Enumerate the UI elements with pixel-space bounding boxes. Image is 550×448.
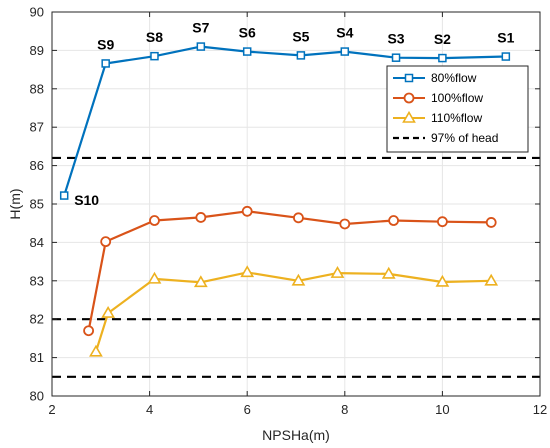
point-label-s10: S10 [74,192,99,208]
square-marker [101,59,110,68]
point-label-s6: S6 [239,25,256,41]
y-tick-label: 82 [30,312,44,327]
triangle-marker [193,275,208,288]
point-label-s9: S9 [97,36,114,52]
circle-marker [293,212,304,224]
triangle-marker [402,110,416,123]
triangle-marker [484,273,499,286]
point-label-s1: S1 [497,30,514,46]
triangle-marker [435,274,450,287]
square-marker [296,51,306,60]
x-tick-label: 4 [146,402,153,417]
y-tick-label: 90 [30,5,44,20]
circle-marker [83,325,94,337]
y-tick-label: 81 [30,350,44,365]
point-label-s3: S3 [387,31,404,47]
legend-label: 100%flow [431,91,483,105]
x-tick-label: 2 [48,402,55,417]
y-tick-label: 89 [30,43,44,58]
square-marker [404,73,414,83]
circle-marker [403,92,415,104]
triangle-marker [240,265,255,278]
square-marker [150,51,159,61]
legend-entry: 100%flow [393,91,483,105]
series-110-flow [89,265,499,357]
circle-marker [149,215,160,226]
axis-ticks: 2 4 6 8 10 12 80 81 82 83 84 85 86 87 88 89 90 [30,5,548,418]
y-tick-label: 83 [30,273,44,288]
series-line [94,271,492,353]
series-80-flow [59,42,511,200]
point-annotations: S10 S9 S8 S7 S6 S5 S4 S3 S2 S1 [74,20,514,208]
circle-marker [195,212,207,223]
triangle-marker [330,266,345,278]
circle-marker [100,236,112,248]
legend-label: 97% of head [431,131,498,145]
reference-lines [52,156,540,378]
point-label-s4: S4 [336,25,353,41]
circle-marker [241,205,253,217]
x-tick-label: 10 [435,402,449,417]
triangle-marker [101,305,116,318]
series-100-flow [83,205,497,337]
legend-entry: 110%flow [393,110,482,125]
legend-label: 110%flow [431,111,482,125]
y-tick-label: 87 [30,120,44,135]
y-tick-label: 88 [30,81,44,96]
circle-marker [436,216,448,228]
circle-marker [339,218,351,230]
y-tick-label: 86 [30,158,44,173]
x-tick-label: 6 [244,402,251,417]
y-tick-label: 85 [30,197,44,212]
legend: 80%flow 100%flow 110%flow 97% of head [386,65,529,153]
triangle-marker [291,273,306,286]
series-line [87,210,492,331]
square-marker [340,47,350,56]
square-marker [501,52,511,61]
y-tick-label: 84 [30,235,44,250]
point-label-s7: S7 [192,20,209,36]
x-tick-label: 8 [341,402,348,417]
legend-entry: 80%flow [393,71,477,85]
legend-entry: 97% of head [393,131,498,145]
point-label-s2: S2 [434,31,451,47]
circle-marker [485,217,497,228]
x-tick-label: 12 [533,402,547,417]
y-tick-label: 80 [30,389,44,404]
triangle-marker [381,266,396,279]
square-marker [242,47,252,56]
circle-marker [388,215,400,226]
square-marker [391,53,401,62]
series-group [59,42,511,357]
y-axis-label: H(m) [7,188,23,219]
point-label-s5: S5 [292,28,309,44]
series-line [63,45,506,196]
square-marker [59,191,69,200]
square-marker [196,42,206,51]
legend-label: 80%flow [431,71,477,85]
x-axis-label: NPSHa(m) [262,427,330,443]
triangle-marker [89,344,103,357]
square-marker [438,53,447,63]
point-label-s8: S8 [146,29,163,45]
triangle-marker [147,271,162,284]
